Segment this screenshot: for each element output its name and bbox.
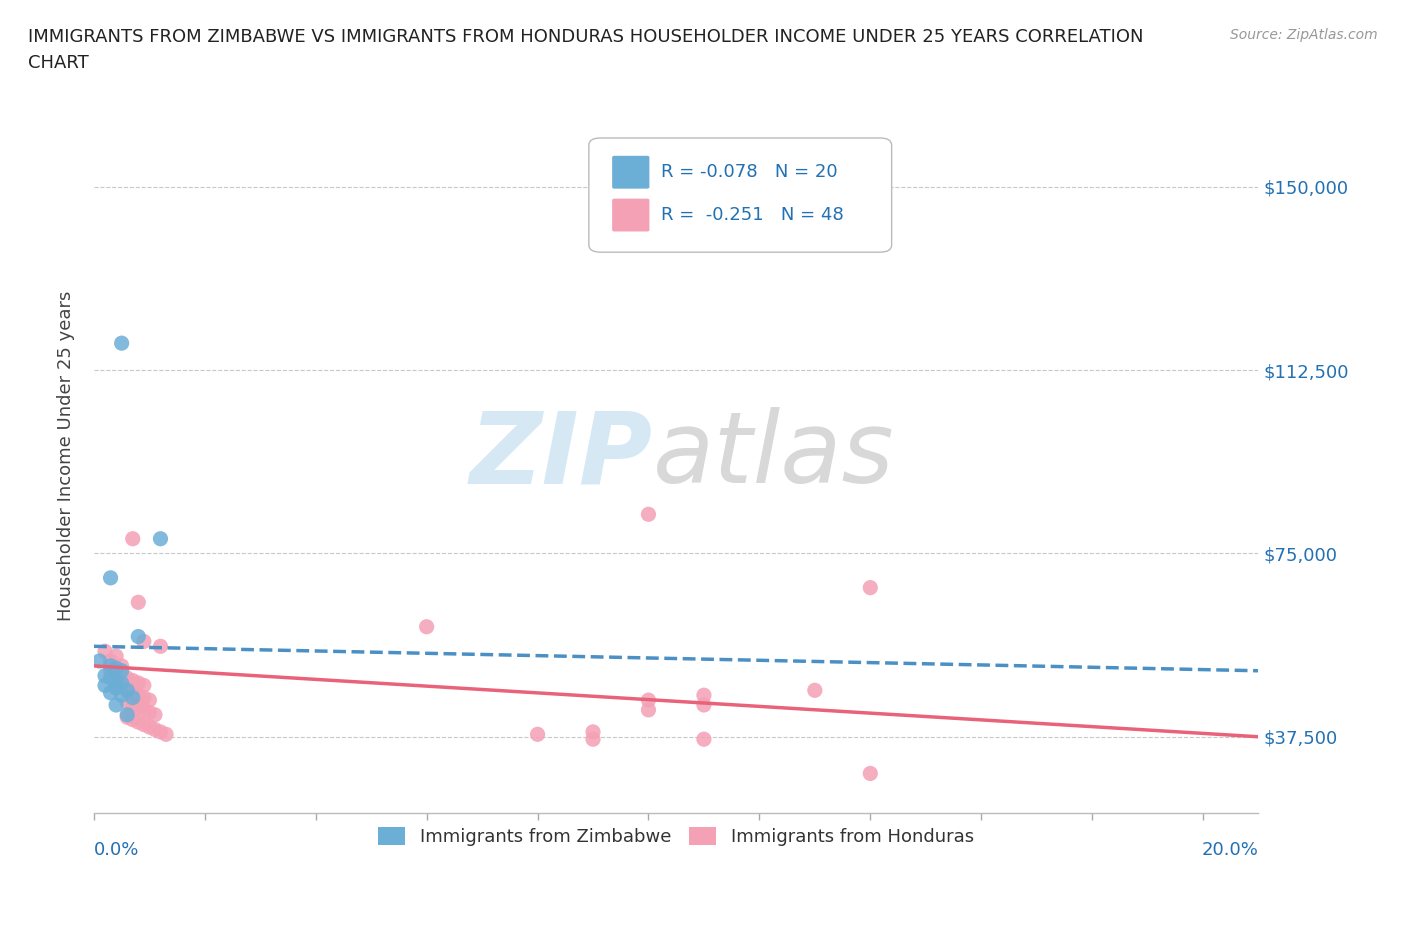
Point [115,708,138,723]
Point [115,671,138,685]
Point [100,663,122,678]
Text: 20.0%: 20.0% [1202,841,1258,859]
Point [526,727,548,742]
Point [132,702,155,717]
Point [804,683,827,698]
Point [94,644,117,658]
Point [105,648,128,663]
Point [127,688,149,703]
Point [121,690,143,705]
Text: Source: ZipAtlas.com: Source: ZipAtlas.com [1230,28,1378,42]
Point [693,698,716,712]
Point [693,732,716,747]
Point [111,688,134,703]
Point [121,673,143,688]
Text: atlas: atlas [652,407,894,504]
FancyBboxPatch shape [589,138,891,252]
Point [637,693,659,708]
FancyBboxPatch shape [612,199,650,232]
Point [100,654,122,669]
Point [115,683,138,698]
Point [94,669,117,684]
Point [94,678,117,693]
Point [127,595,149,610]
Point [138,720,160,735]
Point [100,658,122,673]
Point [127,629,149,644]
Point [105,681,128,696]
Y-axis label: Householder Income Under 25 years: Householder Income Under 25 years [58,290,75,621]
Point [121,531,143,546]
FancyBboxPatch shape [612,156,650,189]
Point [127,675,149,690]
Point [111,669,134,684]
Point [155,727,177,742]
Point [149,724,172,739]
Point [121,712,143,727]
Text: IMMIGRANTS FROM ZIMBABWE VS IMMIGRANTS FROM HONDURAS HOUSEHOLDER INCOME UNDER 25: IMMIGRANTS FROM ZIMBABWE VS IMMIGRANTS F… [28,28,1143,73]
Point [100,685,122,700]
Point [100,570,122,585]
Point [105,661,128,676]
Point [582,724,605,739]
Point [105,681,128,696]
Legend: Immigrants from Zimbabwe, Immigrants from Honduras: Immigrants from Zimbabwe, Immigrants fro… [371,819,981,854]
Point [115,683,138,698]
Point [121,685,143,700]
Text: R = -0.078   N = 20: R = -0.078 N = 20 [661,164,838,181]
Point [415,619,437,634]
Point [89,654,111,669]
Point [127,700,149,715]
Point [138,705,160,720]
Point [115,695,138,710]
Text: ZIP: ZIP [470,407,652,504]
Point [132,690,155,705]
Point [111,336,134,351]
Point [582,732,605,747]
Point [138,693,160,708]
Point [115,710,138,724]
Point [132,678,155,693]
Point [143,708,166,723]
Point [105,666,128,681]
Point [637,507,659,522]
Point [149,531,172,546]
Point [132,634,155,649]
Point [859,580,882,595]
Point [132,717,155,732]
Point [105,698,128,712]
Point [100,671,122,685]
Point [859,766,882,781]
Point [121,698,143,712]
Text: 0.0%: 0.0% [94,841,139,859]
Point [693,688,716,703]
Text: R =  -0.251   N = 48: R = -0.251 N = 48 [661,206,844,224]
Point [149,639,172,654]
Point [143,722,166,737]
Point [637,702,659,717]
Point [111,663,134,678]
Point [111,658,134,673]
Point [127,714,149,729]
Point [111,675,134,690]
Point [105,673,128,688]
